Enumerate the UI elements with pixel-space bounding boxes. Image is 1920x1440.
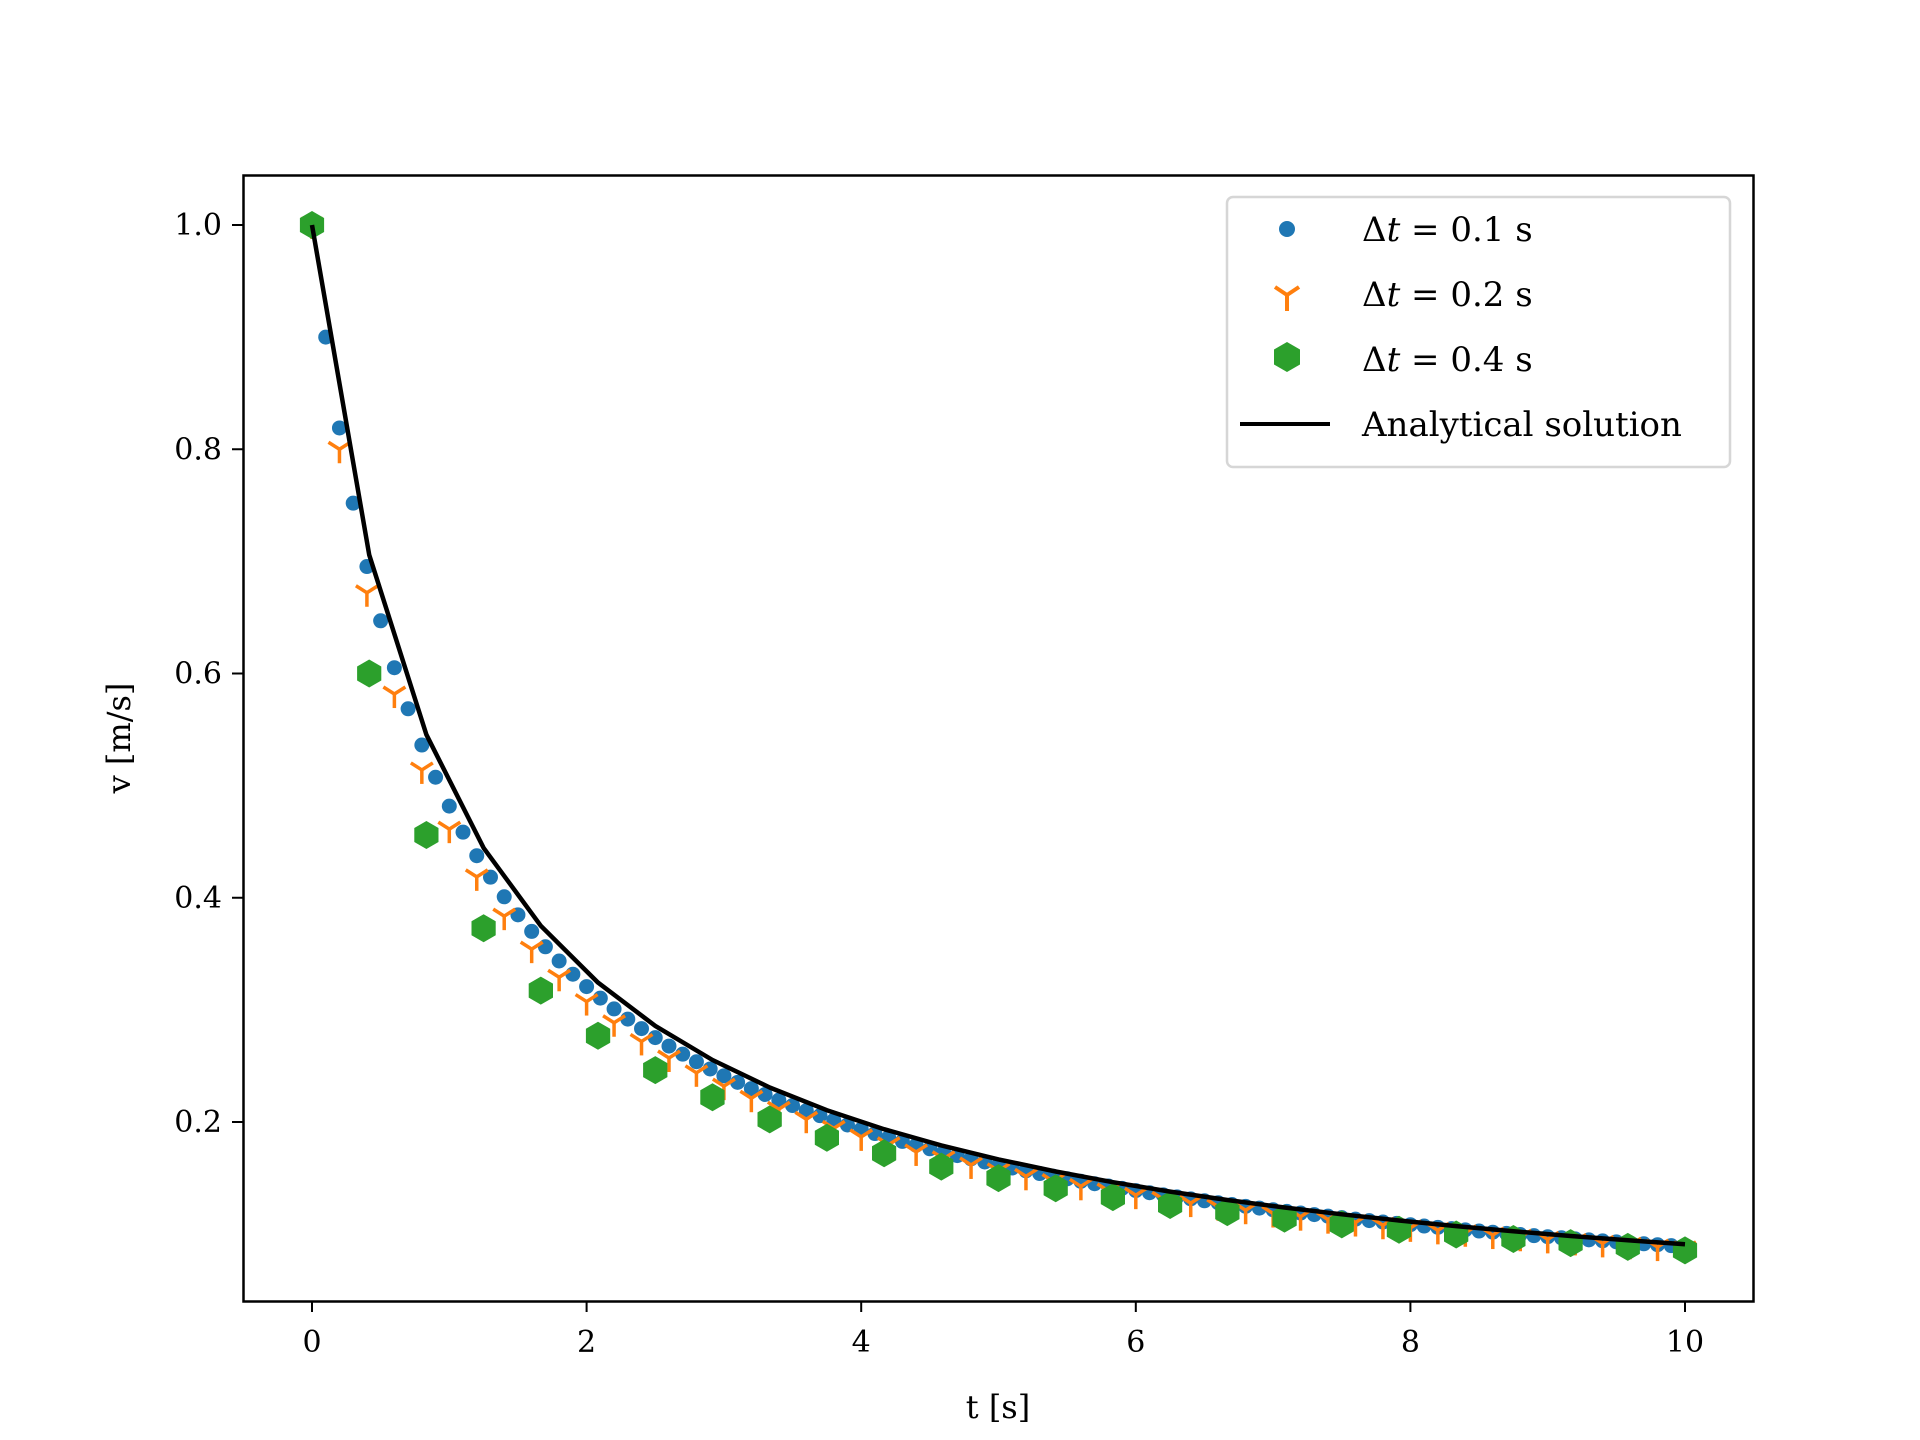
point-dt04 [357, 659, 382, 688]
point-dt02 [684, 1064, 709, 1087]
point-dt04 [1043, 1174, 1068, 1203]
point-dt01 [661, 1038, 677, 1054]
point-dt01 [400, 701, 416, 717]
point-dt01 [496, 889, 512, 905]
point-dt04 [528, 976, 553, 1005]
x-tick-label: 2 [577, 1325, 596, 1360]
legend: Δt = 0.1 s Δt = 0.2 s Δt = 0.4 s Analyti… [1225, 195, 1732, 469]
point-dt01 [606, 1001, 622, 1017]
point-dt02 [574, 993, 599, 1016]
point-dt01 [634, 1021, 650, 1037]
point-dt04 [1272, 1204, 1297, 1233]
point-dt01 [373, 613, 389, 629]
point-dt04 [872, 1139, 897, 1168]
point-dt04 [643, 1056, 668, 1085]
legend-label-analytical: Analytical solution [1361, 405, 1682, 445]
y-tick-label: 0.8 [174, 432, 222, 467]
point-dt01 [524, 923, 540, 939]
point-dt02 [437, 820, 462, 844]
point-dt01 [455, 824, 471, 840]
legend-marker-dt02 [1273, 285, 1301, 311]
plot-frame [242, 174, 1755, 1303]
y-axis-ticks: 0.2 0.4 0.6 0.8 1.0 [174, 208, 243, 1140]
point-dt01 [345, 495, 361, 511]
point-dt02 [382, 685, 407, 709]
point-dt01 [441, 798, 457, 814]
point-dt02 [739, 1089, 764, 1113]
point-dt01 [537, 939, 553, 955]
point-dt04 [1158, 1191, 1183, 1219]
point-dt02 [492, 907, 517, 931]
point-dt02 [1068, 1177, 1093, 1201]
point-dt01 [551, 953, 567, 969]
x-tick-label: 10 [1666, 1325, 1704, 1360]
point-dt01 [428, 769, 444, 785]
point-dt01 [565, 966, 581, 982]
point-dt02 [849, 1128, 874, 1151]
point-dt04 [814, 1123, 839, 1152]
point-dt01 [771, 1092, 787, 1108]
plot-data [299, 211, 1698, 1265]
point-dt01 [386, 660, 402, 676]
point-dt02 [794, 1110, 819, 1134]
legend-label-dt04: Δt = 0.4 s [1362, 340, 1533, 380]
point-dt02 [1014, 1167, 1038, 1191]
point-dt01 [743, 1081, 759, 1097]
x-axis-ticks: 0 2 4 6 8 10 [302, 1301, 1704, 1360]
point-dt04 [1100, 1183, 1125, 1212]
legend-label-dt01: Δt = 0.1 s [1362, 210, 1533, 250]
point-dt01 [579, 979, 595, 995]
x-tick-label: 6 [1126, 1325, 1145, 1360]
y-tick-label: 0.4 [174, 881, 222, 916]
point-dt02 [657, 1049, 681, 1072]
x-tick-label: 0 [302, 1325, 321, 1360]
legend-label-dt02: Δt = 0.2 s [1362, 275, 1533, 315]
x-tick-label: 8 [1401, 1325, 1420, 1360]
point-dt04 [471, 914, 496, 943]
point-dt01 [414, 737, 430, 753]
point-dt02 [629, 1032, 654, 1056]
point-dt01 [688, 1054, 704, 1070]
point-dt04 [757, 1105, 782, 1134]
point-dt01 [482, 869, 498, 885]
point-dt02 [327, 440, 352, 464]
x-tick-label: 4 [852, 1325, 871, 1360]
x-axis-label: t [s] [966, 1388, 1030, 1426]
point-dt04 [414, 821, 439, 849]
point-dt02 [904, 1143, 929, 1166]
point-dt02 [519, 940, 544, 964]
point-dt01 [469, 848, 485, 864]
y-axis-label: v [m/s] [100, 683, 138, 795]
legend-marker-dt04 [1274, 342, 1300, 372]
point-dt04 [929, 1152, 954, 1181]
point-dt02 [547, 968, 572, 992]
legend-box [1225, 195, 1732, 469]
point-dt04 [1215, 1198, 1240, 1227]
point-dt02 [602, 1014, 626, 1037]
legend-marker-dt01 [1279, 221, 1295, 237]
y-tick-label: 1.0 [174, 208, 222, 243]
y-tick-label: 0.6 [174, 657, 222, 692]
point-dt02 [959, 1156, 983, 1179]
point-dt01 [798, 1103, 814, 1119]
y-tick-label: 0.2 [174, 1105, 222, 1140]
point-dt04 [700, 1083, 725, 1112]
point-dt01 [331, 420, 347, 436]
point-dt01 [716, 1068, 732, 1084]
point-dt04 [585, 1021, 611, 1050]
analytical-solution-line [309, 224, 1686, 1247]
point-dt02 [464, 868, 489, 891]
point-dt04 [1329, 1210, 1354, 1239]
point-dt02 [409, 761, 434, 784]
point-dt04 [986, 1164, 1011, 1193]
point-dt02 [354, 584, 379, 607]
